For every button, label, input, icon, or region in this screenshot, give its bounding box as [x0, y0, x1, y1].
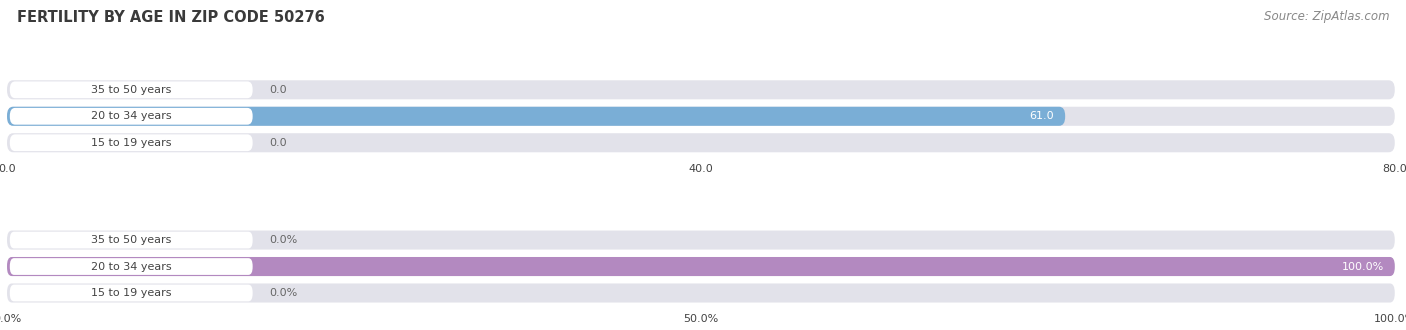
FancyBboxPatch shape [10, 108, 253, 125]
Text: 35 to 50 years: 35 to 50 years [91, 235, 172, 245]
Text: 100.0%: 100.0% [1341, 261, 1384, 272]
FancyBboxPatch shape [7, 107, 1395, 126]
FancyBboxPatch shape [7, 257, 1395, 276]
FancyBboxPatch shape [10, 134, 253, 151]
Text: 15 to 19 years: 15 to 19 years [91, 288, 172, 298]
FancyBboxPatch shape [10, 232, 253, 248]
FancyBboxPatch shape [7, 133, 1395, 152]
Text: Source: ZipAtlas.com: Source: ZipAtlas.com [1264, 10, 1389, 23]
FancyBboxPatch shape [10, 284, 253, 301]
Text: 0.0: 0.0 [270, 85, 287, 95]
Text: 20 to 34 years: 20 to 34 years [91, 111, 172, 121]
Text: 20 to 34 years: 20 to 34 years [91, 261, 172, 272]
Text: 0.0: 0.0 [270, 138, 287, 148]
Text: 61.0: 61.0 [1029, 111, 1054, 121]
FancyBboxPatch shape [7, 107, 1066, 126]
Text: 15 to 19 years: 15 to 19 years [91, 138, 172, 148]
FancyBboxPatch shape [10, 82, 253, 98]
FancyBboxPatch shape [7, 283, 1395, 303]
FancyBboxPatch shape [10, 258, 253, 275]
FancyBboxPatch shape [7, 257, 1395, 276]
FancyBboxPatch shape [7, 231, 1395, 249]
Text: 35 to 50 years: 35 to 50 years [91, 85, 172, 95]
Text: 0.0%: 0.0% [270, 235, 298, 245]
FancyBboxPatch shape [7, 80, 1395, 99]
Text: 0.0%: 0.0% [270, 288, 298, 298]
Text: FERTILITY BY AGE IN ZIP CODE 50276: FERTILITY BY AGE IN ZIP CODE 50276 [17, 10, 325, 25]
